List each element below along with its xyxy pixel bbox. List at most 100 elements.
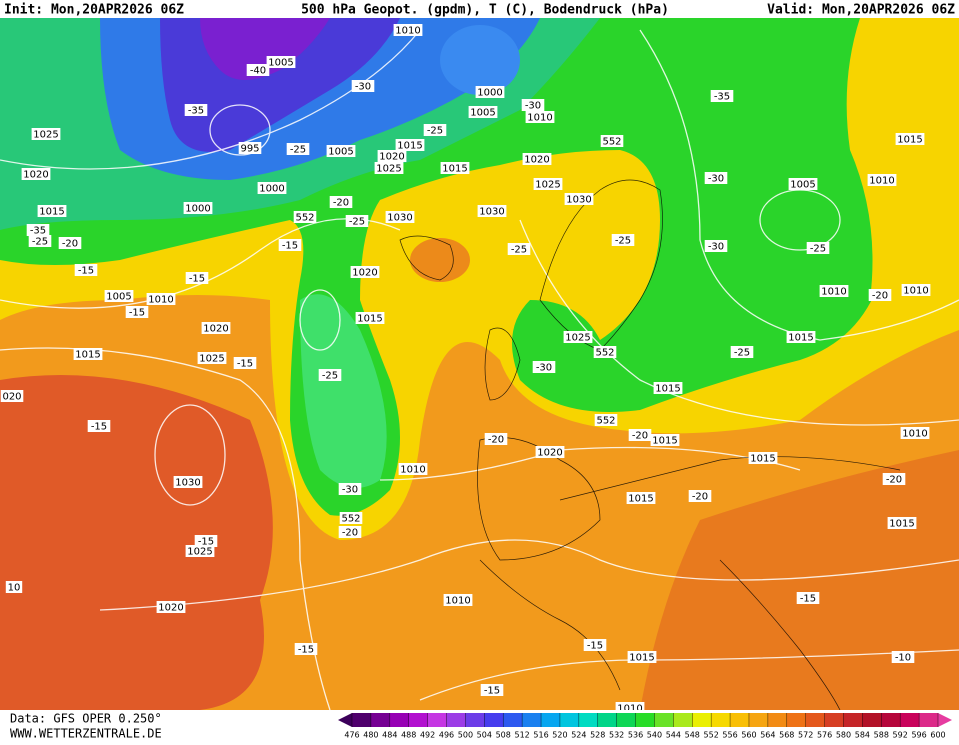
label-box: [74, 264, 98, 276]
label-box: [611, 234, 635, 246]
label-box: [339, 512, 363, 524]
label-box: [173, 476, 203, 488]
pressure-label: 1010: [617, 704, 642, 715]
colorbar-bin: [635, 713, 655, 727]
field-blue-east: [440, 25, 520, 95]
colorbar-bin: [559, 713, 580, 727]
pressure-label: 1025: [376, 164, 401, 175]
label-box: [294, 643, 318, 655]
temperature-label: -20: [632, 431, 648, 442]
pressure-label: 1015: [628, 494, 653, 505]
pressure-label: 1020: [352, 268, 377, 279]
temperature-label: -35: [30, 226, 46, 237]
website: WWW.WETTERZENTRALE.DE: [10, 727, 162, 741]
colorbar-tick-label: 508: [496, 731, 511, 740]
label-box: [37, 205, 67, 217]
colorbar-tick-label: 596: [911, 731, 926, 740]
pressure-label: 1020: [203, 324, 228, 335]
label-box: [475, 86, 505, 98]
label-box: [895, 133, 925, 145]
pressure-label: 1030: [387, 213, 412, 224]
label-box: [868, 289, 892, 301]
pressure-label: 1010: [445, 596, 470, 607]
pressure-label: 10: [8, 583, 21, 594]
temperature-label: -25: [32, 237, 48, 248]
pressure-label: 1010: [527, 113, 552, 124]
pressure-label: 1000: [185, 204, 210, 215]
label-box: [626, 492, 656, 504]
label-box: [377, 150, 407, 162]
colorbar-tick-label: 536: [628, 731, 643, 740]
label-box: [73, 348, 103, 360]
label-box: [246, 64, 270, 76]
label-box: [398, 463, 428, 475]
label-box: [329, 196, 353, 208]
label-box: [257, 182, 287, 194]
temperature-label: -30: [708, 242, 724, 253]
temperature-label: -25: [290, 145, 306, 156]
pressure-label: 1005: [328, 147, 353, 158]
pressure-label: 1000: [477, 88, 502, 99]
temperature-label: -20: [62, 239, 78, 250]
colorbar-bin: [408, 713, 429, 727]
pressure-label: 1010: [148, 295, 173, 306]
pressure-label: 1025: [535, 180, 560, 191]
pressure-label: 1025: [187, 547, 212, 558]
pressure-label: 552: [595, 348, 614, 359]
pressure-label: 1015: [655, 384, 680, 395]
temperature-label: -25: [734, 348, 750, 359]
colorbar-tick-label: 476: [344, 731, 359, 740]
label-box: [484, 433, 508, 445]
label-box: [351, 80, 375, 92]
label-box: [355, 312, 385, 324]
label-box: [600, 135, 624, 147]
pressure-label: 552: [602, 137, 621, 148]
data-source: Data: GFS OPER 0.250°: [10, 712, 162, 726]
temperature-label: -15: [91, 422, 107, 433]
pressure-label: 1010: [400, 465, 425, 476]
pressure-label: 1020: [524, 155, 549, 166]
temperature-label: -20: [886, 475, 902, 486]
pressure-label: 1015: [75, 350, 100, 361]
colorbar-bin: [900, 713, 920, 727]
colorbar-tick-label: 552: [704, 731, 719, 740]
pressure-label: 1015: [442, 164, 467, 175]
temperature-label: -25: [322, 371, 338, 382]
pressure-label: 1015: [897, 135, 922, 146]
label-box: [194, 535, 218, 547]
temperature-label: -15: [78, 266, 94, 277]
colorbar-bin: [597, 713, 618, 727]
colorbar-tick-label: 528: [590, 731, 605, 740]
colorbar-bin: [484, 713, 504, 727]
label-box: [730, 346, 754, 358]
pressure-label: 1020: [158, 603, 183, 614]
label-box: [423, 124, 447, 136]
label-box: [507, 243, 531, 255]
pressure-label: 552: [341, 514, 360, 525]
pressure-label: 1015: [629, 653, 654, 664]
label-box: [628, 429, 652, 441]
colorbar-tick-label: 576: [817, 731, 832, 740]
label-box: [385, 211, 415, 223]
label-box: [183, 202, 213, 214]
colorbar-bin: [730, 713, 750, 727]
field-violet: [200, 18, 330, 80]
temperature-label: -25: [427, 126, 443, 137]
temperature-label: -15: [129, 308, 145, 319]
label-box: [185, 272, 209, 284]
label-box: [201, 322, 231, 334]
temperature-label: -20: [872, 291, 888, 302]
label-box: [468, 106, 498, 118]
label-box: [788, 178, 818, 190]
colorbar-tick-label: 496: [439, 731, 454, 740]
label-box: [748, 452, 778, 464]
temperature-label: -15: [587, 641, 603, 652]
field-warm-southeast: [640, 450, 959, 710]
colorbar-bin: [843, 713, 863, 727]
colorbar-bin: [673, 713, 693, 727]
temperature-label: -30: [708, 174, 724, 185]
pressure-label: 1010: [395, 26, 420, 37]
colorbar-tick-label: 524: [571, 731, 586, 740]
